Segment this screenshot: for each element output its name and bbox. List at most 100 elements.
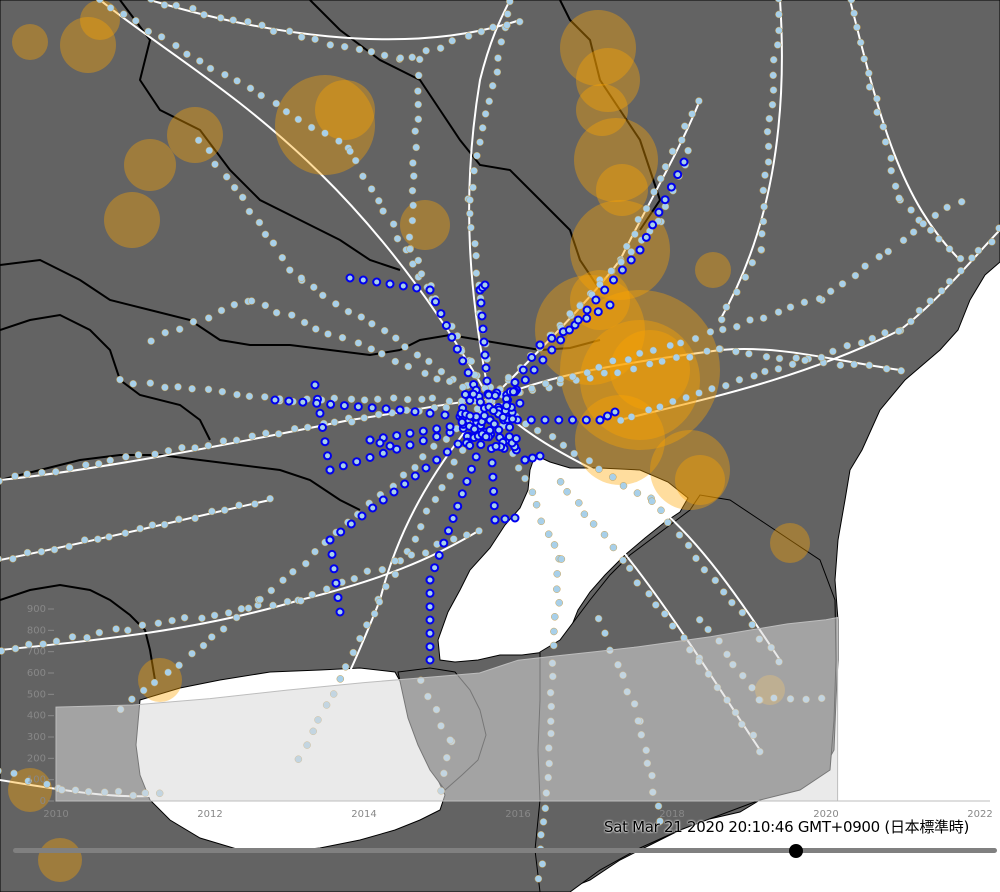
station-dot bbox=[39, 640, 47, 648]
station-dot bbox=[219, 625, 228, 633]
new-station-marker bbox=[432, 432, 442, 442]
station-dot bbox=[237, 605, 246, 613]
new-station-marker bbox=[490, 391, 500, 401]
station-dot bbox=[652, 601, 660, 609]
station-dot bbox=[274, 430, 283, 438]
new-station-marker bbox=[515, 398, 525, 408]
station-dot bbox=[261, 230, 270, 239]
new-station-marker bbox=[445, 422, 455, 432]
station-dot bbox=[437, 367, 446, 376]
station-dot bbox=[589, 520, 598, 528]
station-dot bbox=[688, 110, 696, 118]
station-dot bbox=[851, 271, 860, 280]
new-station-marker bbox=[425, 408, 435, 418]
station-dot bbox=[189, 4, 197, 13]
new-station-marker bbox=[460, 390, 470, 399]
station-dot bbox=[887, 154, 895, 162]
station-dot bbox=[417, 270, 426, 278]
station-dot bbox=[544, 530, 553, 538]
station-dot bbox=[367, 48, 376, 56]
station-dot bbox=[94, 460, 103, 468]
new-station-marker bbox=[298, 397, 308, 407]
station-dot bbox=[682, 393, 690, 402]
new-station-marker bbox=[430, 563, 440, 573]
station-dot bbox=[124, 626, 132, 635]
station-dot bbox=[199, 641, 208, 650]
station-dot bbox=[534, 875, 543, 883]
station-dot bbox=[470, 167, 478, 175]
station-dot bbox=[539, 818, 548, 826]
station-dot bbox=[311, 547, 319, 556]
station-dot bbox=[553, 570, 561, 578]
new-station-marker bbox=[554, 415, 564, 425]
station-dot bbox=[224, 609, 233, 617]
station-dot bbox=[627, 413, 636, 421]
station-dot bbox=[255, 218, 264, 227]
station-dot bbox=[706, 328, 715, 336]
station-dot bbox=[881, 329, 889, 337]
station-dot bbox=[635, 349, 644, 358]
timeline-slider-track[interactable] bbox=[13, 848, 997, 853]
new-station-marker bbox=[603, 411, 612, 421]
new-station-marker bbox=[331, 578, 341, 588]
station-dot bbox=[393, 234, 402, 243]
station-dot bbox=[310, 283, 318, 291]
chart-x-tick-label: 2014 bbox=[351, 809, 376, 820]
new-station-marker bbox=[481, 363, 491, 373]
station-dot bbox=[895, 327, 903, 335]
station-dot bbox=[919, 220, 927, 228]
new-station-marker bbox=[673, 170, 683, 180]
station-dot bbox=[774, 365, 783, 373]
station-dot bbox=[412, 143, 420, 152]
new-station-marker bbox=[467, 464, 476, 474]
station-dot bbox=[411, 535, 420, 543]
station-dot bbox=[279, 576, 287, 584]
station-dot bbox=[741, 273, 750, 281]
new-station-marker bbox=[335, 607, 345, 617]
station-dot bbox=[350, 574, 359, 583]
station-dot bbox=[649, 346, 658, 355]
new-station-marker bbox=[436, 309, 446, 319]
station-dot bbox=[600, 530, 609, 539]
station-dot bbox=[222, 173, 231, 181]
new-stations bbox=[270, 157, 689, 665]
station-dot bbox=[0, 477, 3, 485]
timeline-slider-handle[interactable] bbox=[789, 844, 804, 858]
station-dot bbox=[668, 147, 677, 156]
new-station-marker bbox=[635, 245, 645, 255]
new-station-marker bbox=[626, 255, 636, 265]
station-dot bbox=[257, 91, 265, 100]
ridership-area-chart: 2010 2012 2014 2016 2018 2020 2022 0 100 200 300 40… bbox=[27, 604, 993, 820]
station-dot bbox=[672, 353, 681, 362]
station-dot bbox=[148, 521, 157, 529]
station-dot bbox=[935, 235, 943, 243]
new-station-marker bbox=[593, 307, 603, 317]
station-dot bbox=[283, 597, 292, 606]
new-station-marker bbox=[453, 501, 463, 511]
station-dot bbox=[657, 506, 665, 515]
station-dot bbox=[634, 215, 642, 224]
station-dot bbox=[559, 441, 568, 450]
station-dot bbox=[722, 303, 731, 311]
station-dot bbox=[175, 515, 183, 524]
station-dot bbox=[494, 54, 502, 62]
station-dot bbox=[269, 601, 277, 610]
new-station-marker bbox=[641, 232, 651, 242]
new-station-marker bbox=[425, 602, 435, 612]
station-dot bbox=[161, 383, 169, 392]
station-dot bbox=[422, 46, 430, 55]
station-dot bbox=[335, 137, 343, 145]
station-dot bbox=[609, 473, 617, 481]
new-station-marker bbox=[425, 615, 435, 625]
new-station-marker bbox=[389, 487, 399, 497]
station-dot bbox=[378, 350, 386, 358]
station-dot bbox=[596, 280, 604, 289]
station-dot bbox=[139, 686, 148, 695]
station-dot bbox=[147, 337, 155, 345]
station-dot bbox=[594, 614, 603, 623]
new-station-marker bbox=[392, 431, 402, 441]
chart-x-tick-label: 2010 bbox=[43, 809, 68, 820]
station-dot bbox=[477, 27, 486, 36]
station-dot bbox=[555, 599, 563, 607]
station-dot bbox=[161, 328, 169, 337]
